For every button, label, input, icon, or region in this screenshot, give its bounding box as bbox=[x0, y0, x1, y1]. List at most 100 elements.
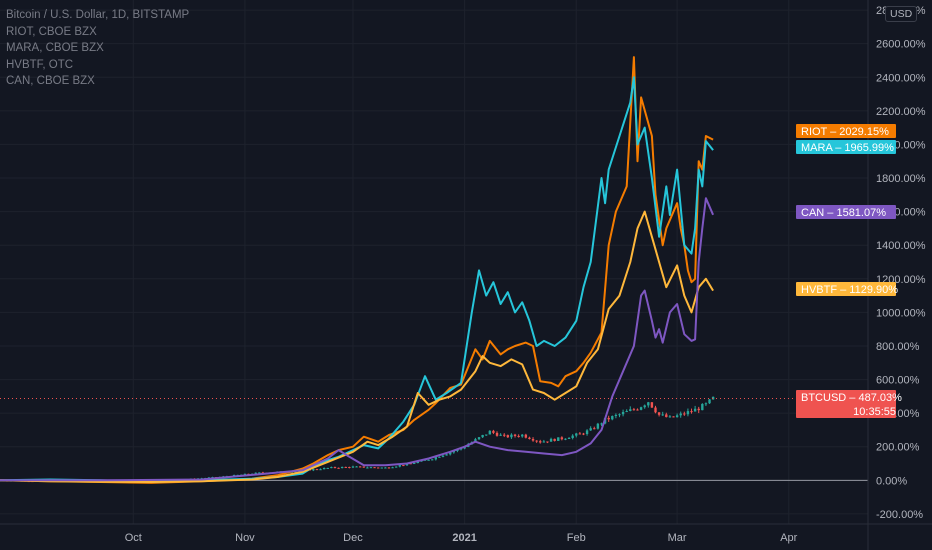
btc-candle bbox=[380, 467, 383, 469]
btc-candle bbox=[629, 409, 632, 412]
btc-candle bbox=[391, 467, 394, 469]
btc-candle bbox=[485, 434, 488, 436]
currency-button[interactable]: USD bbox=[885, 6, 918, 22]
series-line-riot bbox=[0, 56, 714, 484]
btc-candle bbox=[355, 466, 358, 468]
y-tick-label: 1400.00% bbox=[876, 240, 926, 252]
btc-candle bbox=[319, 469, 322, 471]
x-tick-label: Nov bbox=[235, 532, 255, 544]
btc-candle bbox=[416, 461, 419, 464]
btc-candle bbox=[445, 454, 448, 456]
y-tick-label: 200.00% bbox=[876, 442, 920, 454]
btc-candle bbox=[499, 434, 502, 436]
x-tick-label: 2021 bbox=[452, 532, 476, 544]
btc-candle bbox=[524, 434, 528, 438]
btc-candle bbox=[513, 434, 517, 436]
btc-candle bbox=[402, 465, 405, 467]
btc-candle bbox=[589, 428, 592, 431]
legend-item-mara[interactable]: MARA, CBOE BZX bbox=[6, 42, 104, 54]
x-tick-label: Mar bbox=[668, 532, 687, 544]
btc-candle bbox=[427, 459, 430, 461]
btc-candle bbox=[647, 402, 650, 406]
price-label-riot: RIOT – 2029.15% bbox=[796, 124, 896, 138]
price-label-text: HVBTF – 1129.90% bbox=[801, 284, 898, 296]
btc-candle bbox=[340, 466, 344, 469]
btc-candle bbox=[337, 467, 340, 469]
btc-candle bbox=[366, 467, 369, 469]
price-label-text: MARA – 1965.99% bbox=[801, 142, 894, 154]
price-label-text: RIOT – 2029.15% bbox=[801, 126, 889, 138]
x-tick-label: Dec bbox=[343, 532, 363, 544]
legend-item-btcusd[interactable]: Bitcoin / U.S. Dollar, 1D, BITSTAMP bbox=[6, 9, 190, 21]
btc-candle bbox=[654, 407, 657, 413]
btc-candle bbox=[434, 457, 438, 460]
btc-candle bbox=[593, 428, 596, 430]
btc-candle bbox=[376, 467, 380, 469]
btc-candle bbox=[607, 417, 610, 420]
btc-candle bbox=[639, 407, 643, 410]
price-label-text: BTCUSD – 487.03% bbox=[801, 392, 902, 404]
y-tick-label: 2200.00% bbox=[876, 106, 926, 118]
btc-candle bbox=[701, 403, 704, 411]
btc-candle bbox=[693, 408, 697, 412]
btc-candle bbox=[665, 414, 668, 418]
btc-candle bbox=[506, 435, 510, 438]
btc-candle bbox=[708, 399, 711, 404]
y-tick-label: 600.00% bbox=[876, 375, 920, 387]
btc-candle bbox=[344, 466, 347, 468]
x-tick-label: Apr bbox=[780, 532, 797, 544]
btc-candle bbox=[571, 435, 574, 439]
price-label-text: CAN – 1581.07% bbox=[801, 207, 886, 219]
series-line-hvbtf bbox=[0, 210, 714, 483]
price-label-mara: MARA – 1965.99% bbox=[796, 140, 896, 154]
btc-candle bbox=[557, 437, 560, 441]
btc-candle bbox=[409, 463, 412, 465]
y-tick-label: 0.00% bbox=[876, 475, 907, 487]
btc-candle bbox=[358, 466, 362, 468]
btc-candle bbox=[643, 405, 646, 408]
y-tick-label: 1800.00% bbox=[876, 173, 926, 185]
btc-candle bbox=[326, 467, 329, 469]
legend: Bitcoin / U.S. Dollar, 1D, BITSTAMP RIOT… bbox=[6, 7, 189, 90]
price-label-btcusd: BTCUSD – 487.03% 10:35:55 bbox=[796, 390, 902, 418]
btc-candle bbox=[560, 437, 564, 440]
legend-item-hvbtf[interactable]: HVBTF, OTC bbox=[6, 58, 74, 71]
x-tick-label: Oct bbox=[125, 532, 142, 544]
btc-candle bbox=[312, 469, 315, 471]
btc-candle bbox=[348, 467, 351, 469]
btc-candle bbox=[394, 466, 398, 468]
btc-candle bbox=[412, 463, 416, 465]
btc-candle bbox=[488, 430, 492, 435]
btc-candle bbox=[585, 430, 589, 435]
series-line-mara bbox=[0, 76, 714, 483]
btc-candle bbox=[333, 467, 337, 469]
legend-item-can[interactable]: CAN, CBOE BZX bbox=[6, 75, 95, 87]
btc-candle bbox=[618, 414, 621, 416]
btc-candle bbox=[564, 438, 567, 440]
btc-candle bbox=[477, 437, 481, 440]
btc-candle bbox=[430, 459, 434, 461]
legend-item-riot[interactable]: RIOT, CBOE BZX bbox=[6, 25, 97, 38]
btc-candle bbox=[387, 467, 391, 469]
btc-candle bbox=[567, 438, 571, 440]
btc-candle bbox=[528, 437, 531, 439]
series-lines bbox=[0, 56, 715, 484]
btc-candle bbox=[683, 413, 686, 415]
btc-candle bbox=[322, 468, 326, 470]
btc-candle bbox=[697, 408, 700, 411]
btc-candle bbox=[661, 414, 664, 416]
btc-candle bbox=[636, 409, 639, 411]
btc-candle bbox=[542, 441, 546, 443]
y-tick-label: 1000.00% bbox=[876, 307, 926, 319]
btc-candle bbox=[578, 433, 582, 435]
btc-candle bbox=[362, 466, 365, 468]
btc-candle bbox=[474, 439, 477, 443]
btcusd-candles bbox=[0, 396, 868, 483]
btc-candle bbox=[258, 472, 261, 474]
btc-candle bbox=[510, 434, 513, 438]
btc-candle bbox=[531, 438, 535, 441]
btc-candle bbox=[614, 414, 618, 417]
btc-candle bbox=[254, 472, 257, 474]
